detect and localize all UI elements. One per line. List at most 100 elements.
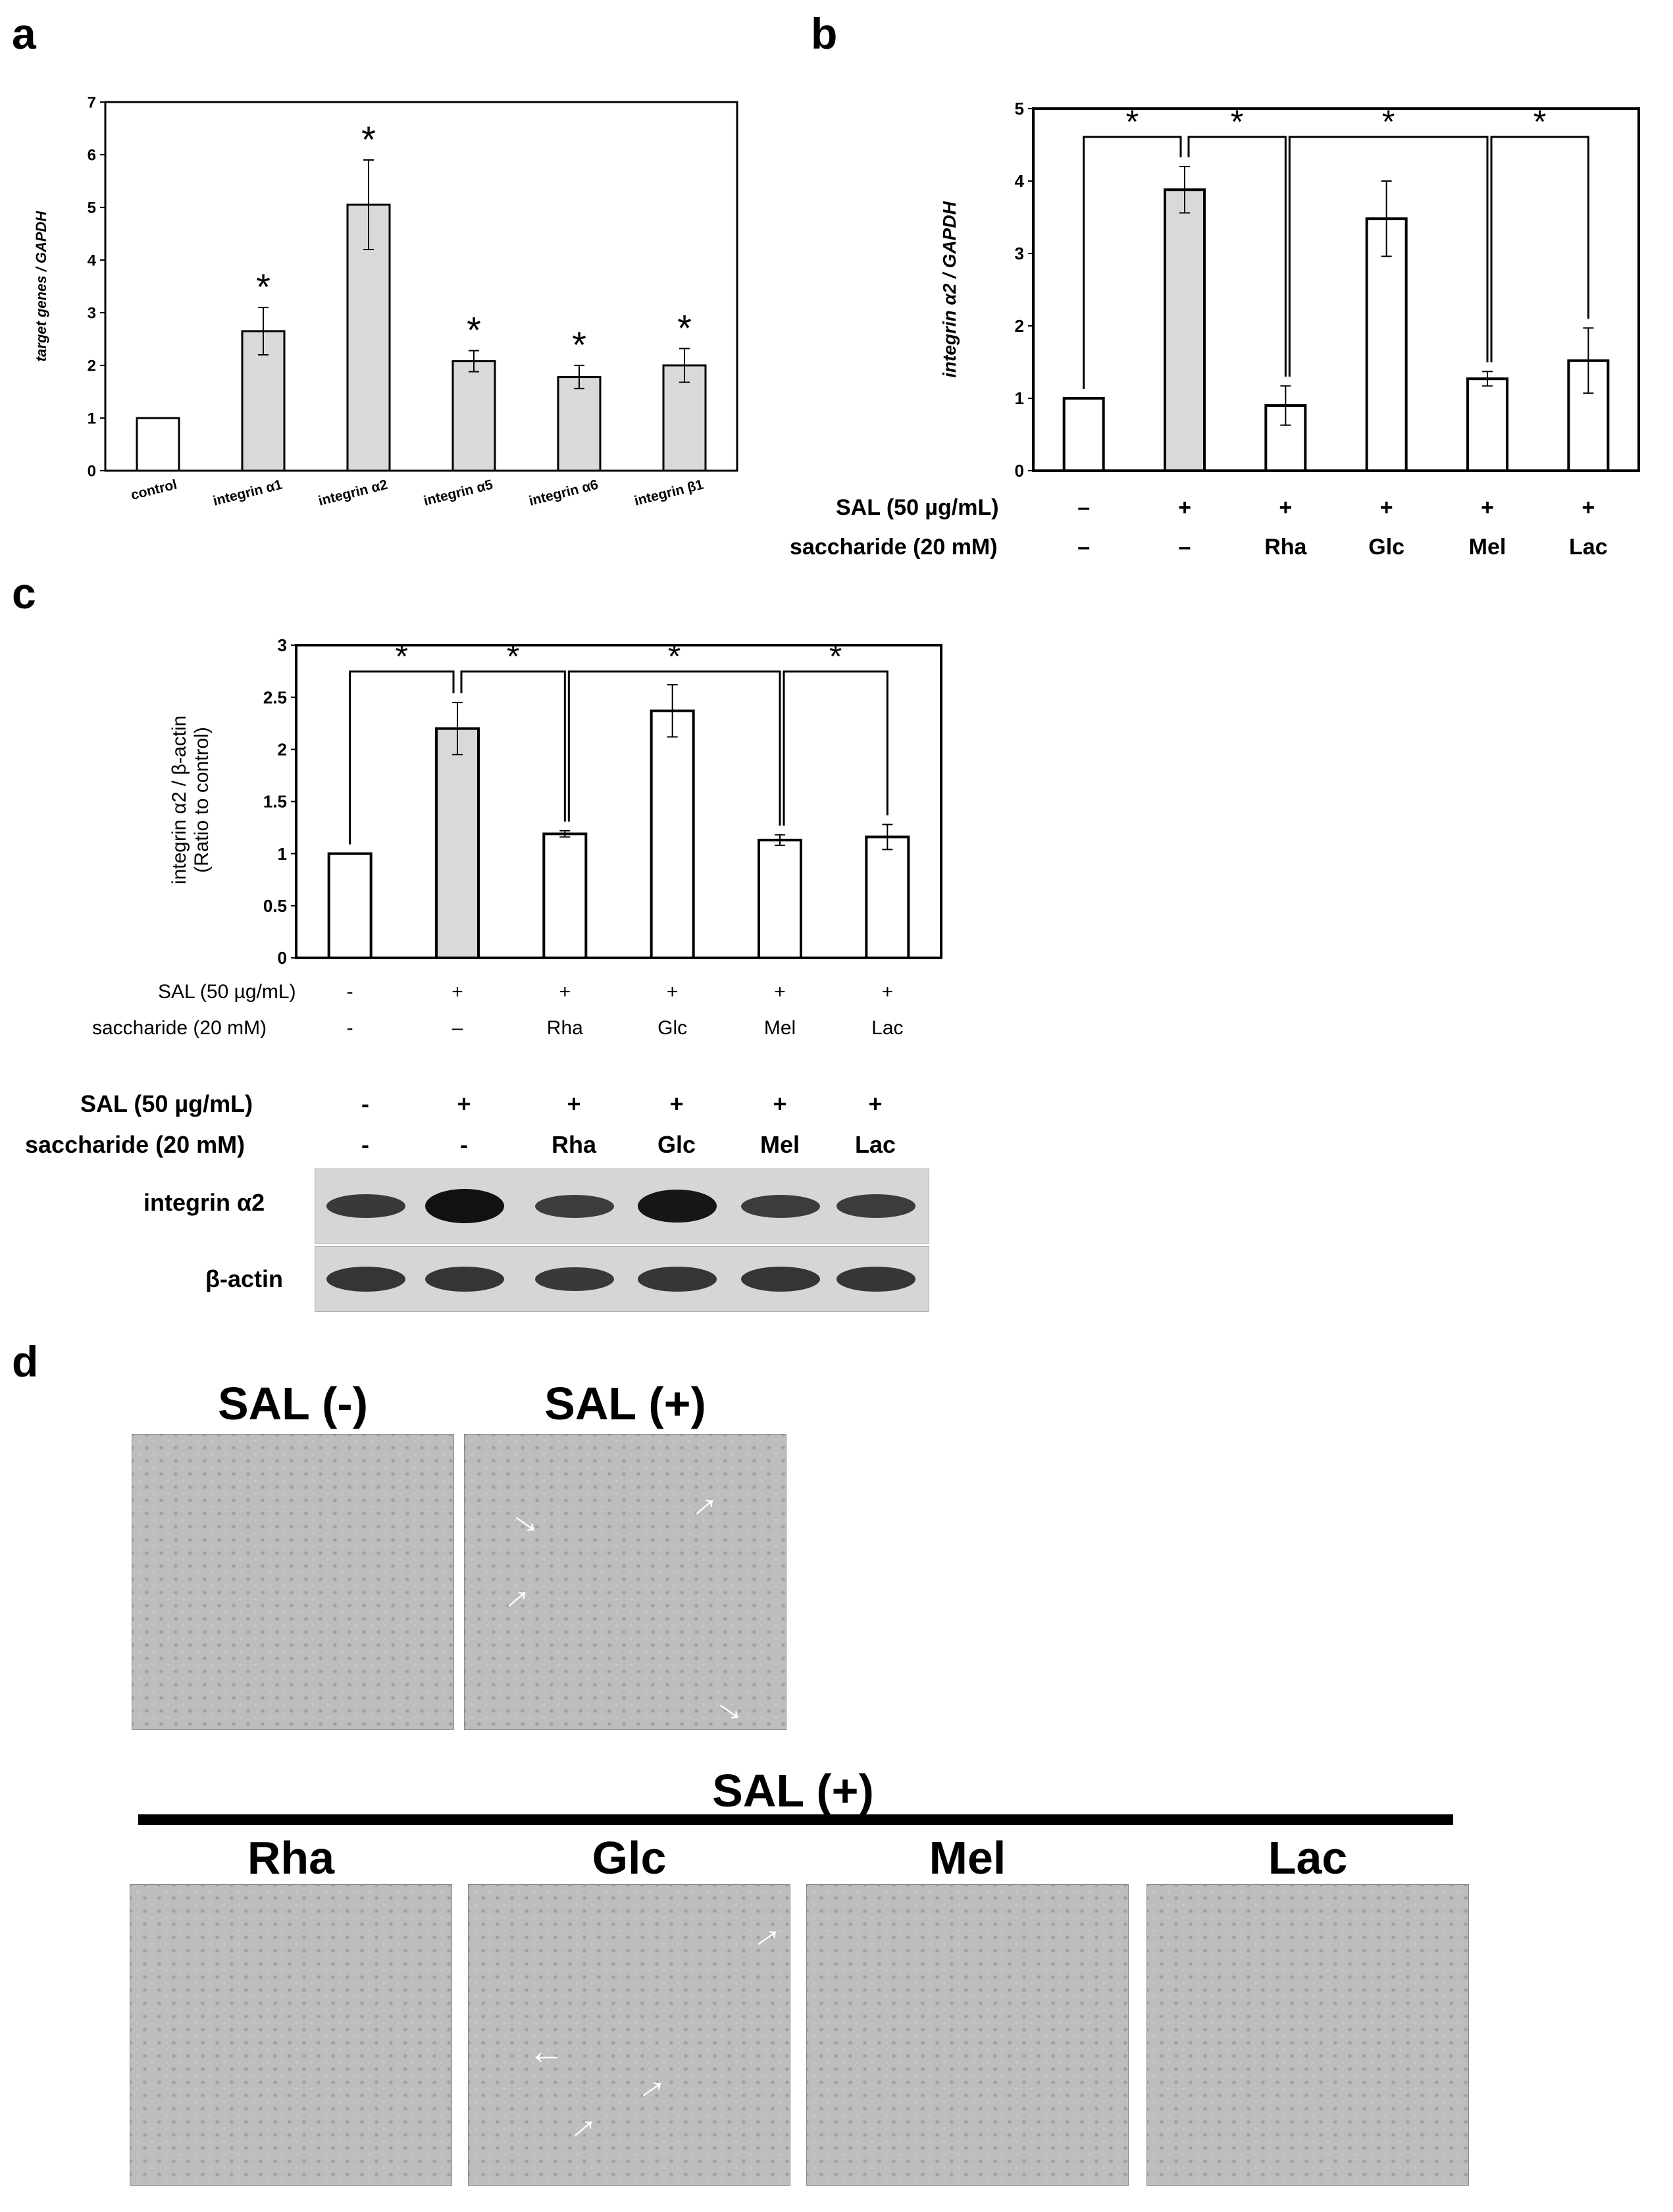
panel-letter-b: b	[811, 9, 838, 58]
y-tick-label: 2.5	[263, 687, 287, 707]
plot-frame	[104, 101, 738, 472]
bar	[451, 360, 496, 472]
significance-star: *	[572, 324, 586, 365]
sal-label: SAL (50 µg/mL)	[158, 981, 296, 1003]
significance-bracket	[1490, 136, 1589, 363]
y-tick-label: 1	[1015, 388, 1024, 408]
bar	[758, 839, 802, 960]
arrow-icon: →	[528, 2043, 565, 2085]
bar	[327, 852, 373, 959]
sal-mark: +	[1582, 495, 1595, 520]
micrograph-rha	[130, 1884, 452, 2186]
micrograph-mel	[806, 1884, 1129, 2186]
saccharide-mark: –	[1077, 535, 1091, 560]
bar	[136, 417, 180, 472]
sal-mark: +	[1178, 495, 1191, 520]
significance-bracket	[460, 670, 566, 822]
saccharide-mark: Mel	[763, 1017, 796, 1039]
x-tick-label: control	[130, 477, 179, 504]
bar	[557, 376, 602, 472]
wb-saccharide-mark: Lac	[854, 1131, 896, 1158]
wb-sal-mark: +	[669, 1090, 684, 1117]
y-tick-label: 1	[88, 409, 96, 427]
saccharide-label: saccharide (20 mM)	[790, 535, 998, 560]
sal-mark: +	[666, 981, 679, 1003]
wb-sal-mark: +	[457, 1090, 471, 1117]
significance-bracket	[567, 670, 781, 826]
micro-label-mel: Mel	[929, 1832, 1006, 1883]
y-tick-label: 3	[278, 635, 287, 655]
arrow-icon: →	[502, 1490, 557, 1546]
wb-band	[741, 1194, 820, 1218]
wb-strip-integrin	[315, 1169, 929, 1244]
y-tick-label: 2	[1015, 316, 1024, 336]
wb-band	[425, 1266, 504, 1292]
panel-letter-c: c	[12, 569, 36, 618]
panel-letter-d: d	[12, 1337, 39, 1386]
micrograph-sal-neg	[132, 1434, 454, 1730]
saccharide-mark: Lac	[871, 1017, 904, 1039]
significance-star: *	[668, 638, 681, 675]
saccharide-mark: –	[1178, 535, 1191, 560]
wb-saccharide-mark: Glc	[657, 1131, 696, 1158]
y-tick-label: 0	[278, 948, 287, 968]
arrow-icon: →	[706, 1678, 761, 1734]
sal-mark: +	[1279, 495, 1293, 520]
wb-band	[535, 1267, 614, 1292]
plot-frame	[295, 644, 942, 959]
sal-mark: +	[1379, 495, 1393, 520]
bar	[435, 727, 480, 960]
bar	[650, 709, 695, 959]
significance-star: *	[677, 307, 692, 348]
sal-mark: +	[774, 981, 786, 1003]
saccharide-mark: Lac	[1569, 535, 1608, 560]
micrograph-sal-pos: → → → →	[464, 1434, 786, 1733]
chart-c: 0 0.5 1 1.5 2 2.5 3 integrin α2 / β-actin (Ratio…	[168, 635, 942, 968]
wb-sal-mark: +	[567, 1090, 581, 1117]
x-tick-label: integrin α2	[317, 477, 389, 509]
wb-row-label-actin: β-actin	[205, 1265, 283, 1292]
y-tick-label: 7	[88, 93, 96, 111]
bar	[662, 364, 707, 472]
wb-sal-label: SAL (50 µg/mL)	[80, 1090, 253, 1117]
significance-bracket	[1288, 136, 1489, 377]
y-tick-label: 5	[88, 199, 96, 217]
saccharide-mark: Mel	[1468, 535, 1506, 560]
wb-saccharide-mark: -	[460, 1131, 468, 1158]
wb-band	[326, 1266, 405, 1292]
wb-saccharide-label: saccharide (20 mM)	[25, 1131, 245, 1158]
micro-label-rha: Rha	[247, 1832, 335, 1883]
wb-saccharide-mark: Mel	[759, 1131, 800, 1158]
y-tick-label: 4	[1015, 171, 1025, 191]
wb-band	[638, 1189, 717, 1223]
arrow-icon: →	[736, 1905, 791, 1961]
panel-letter-a: a	[12, 9, 36, 58]
y-tick-label: 2	[278, 739, 287, 759]
chart-b: 0 1 2 3 4 5 integrin α2 / GAPDH * * * *	[939, 99, 1640, 481]
wb-band	[326, 1194, 405, 1219]
sal-mark: +	[881, 981, 894, 1003]
significance-star: *	[361, 118, 376, 160]
wb-band	[837, 1194, 915, 1218]
saccharide-label: saccharide (20 mM)	[92, 1017, 267, 1039]
wb-band	[638, 1267, 717, 1292]
saccharide-mark: -	[346, 1017, 353, 1039]
bar	[1062, 397, 1105, 472]
saccharide-mark: Glc	[1368, 535, 1405, 560]
saccharide-mark: –	[451, 1017, 463, 1039]
wb-band	[425, 1189, 504, 1223]
y-axis-label: integrin α2 / β-actin	[168, 716, 190, 884]
bar	[865, 835, 910, 960]
micro-label-sal-neg: SAL (-)	[217, 1378, 369, 1429]
significance-star: *	[396, 638, 408, 675]
significance-star: *	[1126, 103, 1139, 140]
arrow-icon: →	[552, 2095, 607, 2151]
significance-bracket	[783, 670, 888, 826]
wb-band	[741, 1266, 820, 1292]
wb-band	[837, 1267, 915, 1292]
arrow-icon: →	[485, 1566, 540, 1622]
y-axis-label: (Ratio to control)	[191, 727, 213, 873]
wb-sal-mark: +	[773, 1090, 787, 1117]
bar	[542, 832, 588, 960]
micrograph-glc: → → → →	[468, 1884, 790, 2186]
